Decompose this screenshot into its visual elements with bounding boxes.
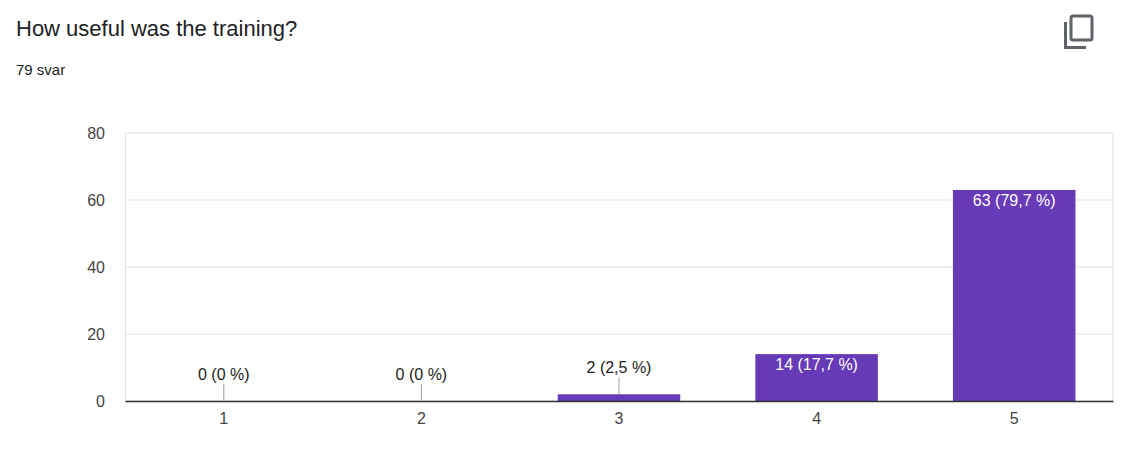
- title: How useful was the training?: [16, 16, 297, 41]
- data-label: 0 (0 %): [198, 366, 250, 383]
- y-tick-label: 20: [87, 326, 105, 343]
- y-tick-label: 0: [96, 393, 105, 410]
- data-label: 63 (79,7 %): [973, 192, 1056, 209]
- x-tick: 3: [615, 410, 624, 427]
- x-tick-label: 2: [417, 410, 426, 427]
- data-label: 0 (0 %): [396, 366, 448, 383]
- x-tick-label: 1: [219, 410, 228, 427]
- x-tick: 5: [1010, 410, 1019, 427]
- plot-frame: [1113, 133, 1114, 401]
- y-axis: 0 20 40 60 80: [87, 125, 125, 410]
- y-tick: 40: [87, 259, 125, 276]
- data-label: 2 (2,5 %): [587, 359, 652, 376]
- data-labels: 0 (0 %) 0 (0 %) 2 (2,5 %) 14 (17,7 %) 63 (79…: [198, 192, 1056, 401]
- grid: [125, 133, 1113, 401]
- x-tick-label: 3: [615, 410, 624, 427]
- x-axis-line: [126, 401, 1114, 403]
- y-tick: 80: [87, 125, 125, 142]
- bars: [558, 190, 1076, 401]
- subtitle: 79 svar: [16, 61, 65, 78]
- plot: 0 20 40 60 80 1 2 3 4 5 0 (0 %) 0 (0 %) 2 (2,5 %) 14 …: [87, 125, 1113, 428]
- y-axis-line: [125, 134, 126, 402]
- chart: How useful was the training?79 svar02040…: [0, 0, 1123, 449]
- bar: [953, 190, 1076, 401]
- bar: [755, 354, 878, 401]
- copy-icon-front[interactable]: [1071, 16, 1092, 40]
- copy-icon-back[interactable]: [1066, 22, 1087, 48]
- copy-icon[interactable]: [1066, 16, 1093, 48]
- y-tick: 0: [96, 393, 125, 410]
- label-leader: [421, 384, 422, 401]
- y-tick: 60: [87, 192, 125, 209]
- y-tick-label: 40: [87, 259, 105, 276]
- x-tick: 2: [417, 410, 426, 427]
- label-leader: [223, 384, 224, 401]
- bar: [558, 394, 681, 401]
- y-tick: 20: [87, 326, 125, 343]
- data-label: 14 (17,7 %): [775, 356, 858, 373]
- x-tick: 4: [812, 410, 821, 427]
- x-tick-label: 4: [812, 410, 821, 427]
- y-tick-label: 60: [87, 192, 105, 209]
- label-leader: [619, 377, 620, 394]
- x-axis: 1 2 3 4 5: [126, 402, 1114, 428]
- y-tick-label: 80: [87, 125, 105, 142]
- grid-line: [125, 133, 1113, 134]
- x-tick-label: 5: [1010, 410, 1019, 427]
- x-tick: 1: [219, 410, 228, 427]
